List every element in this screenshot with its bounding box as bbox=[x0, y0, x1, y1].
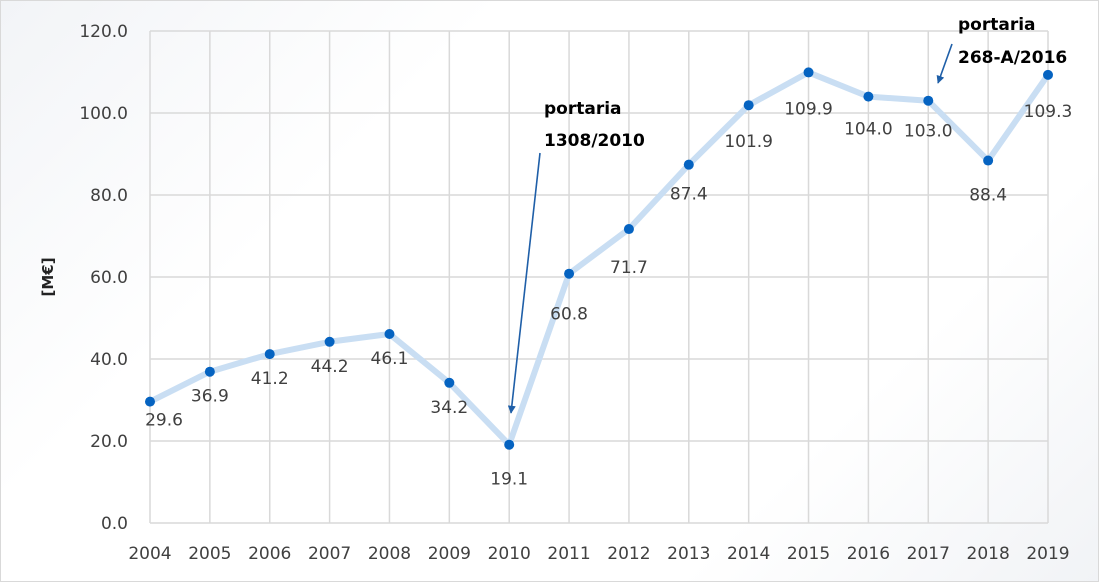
x-tick-label: 2015 bbox=[787, 544, 830, 564]
x-tick-label: 2011 bbox=[547, 544, 590, 564]
x-tick-label: 2019 bbox=[1026, 544, 1069, 564]
annotation-text: 1308/2010 bbox=[544, 131, 645, 151]
x-tick-label: 2018 bbox=[967, 544, 1010, 564]
x-tick-label: 2005 bbox=[188, 544, 231, 564]
data-point[interactable] bbox=[145, 396, 155, 407]
data-label: 46.1 bbox=[371, 349, 409, 369]
annotation-text: portaria bbox=[544, 99, 622, 119]
x-tick-label: 2014 bbox=[727, 544, 770, 564]
data-point[interactable] bbox=[863, 91, 874, 102]
annotation-arrow bbox=[507, 152, 541, 414]
data-label: 87.4 bbox=[670, 185, 708, 205]
data-label: 44.2 bbox=[311, 357, 349, 377]
data-point[interactable] bbox=[743, 100, 754, 111]
y-tick-label: 80.0 bbox=[90, 186, 128, 206]
x-tick-label: 2008 bbox=[368, 544, 411, 564]
y-tick-label: 40.0 bbox=[90, 350, 128, 370]
data-label: 101.9 bbox=[724, 132, 773, 152]
data-label: 29.6 bbox=[145, 411, 183, 431]
data-label: 109.9 bbox=[784, 99, 833, 119]
data-point[interactable] bbox=[264, 349, 275, 360]
data-label: 36.9 bbox=[191, 387, 229, 407]
series-line bbox=[148, 69, 1051, 448]
data-label: 34.2 bbox=[430, 398, 468, 418]
data-point[interactable] bbox=[504, 439, 515, 450]
data-label: 104.0 bbox=[844, 120, 893, 140]
data-label: 103.0 bbox=[904, 122, 953, 142]
data-label: 19.1 bbox=[490, 470, 528, 490]
data-point[interactable] bbox=[564, 268, 575, 279]
y-tick-label: 0.0 bbox=[101, 514, 128, 534]
data-point[interactable] bbox=[384, 328, 395, 339]
x-tick-label: 2013 bbox=[667, 544, 710, 564]
y-tick-label: 60.0 bbox=[90, 268, 128, 288]
x-tick-label: 2009 bbox=[428, 544, 471, 564]
x-tick-label: 2012 bbox=[607, 544, 650, 564]
annotation-text: 268-A/2016 bbox=[958, 48, 1067, 68]
data-label: 88.4 bbox=[969, 186, 1007, 206]
data-point[interactable] bbox=[324, 336, 335, 347]
x-tick-label: 2004 bbox=[128, 544, 171, 564]
data-label: 60.8 bbox=[550, 305, 588, 325]
x-tick-label: 2007 bbox=[308, 544, 351, 564]
data-point[interactable] bbox=[923, 95, 934, 106]
data-label: 71.7 bbox=[610, 258, 648, 278]
data-point[interactable] bbox=[444, 377, 455, 388]
x-tick-label: 2017 bbox=[907, 544, 950, 564]
y-axis-label: [M€] bbox=[39, 257, 57, 296]
data-point[interactable] bbox=[803, 67, 814, 78]
data-point[interactable] bbox=[623, 224, 634, 235]
data-label: 41.2 bbox=[251, 369, 289, 389]
x-tick-label: 2016 bbox=[847, 544, 890, 564]
data-point[interactable] bbox=[683, 159, 694, 170]
y-tick-label: 120.0 bbox=[79, 22, 128, 42]
y-tick-label: 100.0 bbox=[79, 104, 128, 124]
data-point[interactable] bbox=[983, 155, 994, 166]
data-label: 109.3 bbox=[1024, 102, 1073, 122]
x-tick-label: 2006 bbox=[248, 544, 291, 564]
annotation-arrow bbox=[936, 43, 953, 84]
data-point[interactable] bbox=[1043, 69, 1053, 80]
data-point[interactable] bbox=[204, 366, 215, 377]
y-tick-label: 20.0 bbox=[90, 432, 128, 452]
annotation-text: portaria bbox=[958, 15, 1036, 35]
x-tick-label: 2010 bbox=[488, 544, 531, 564]
